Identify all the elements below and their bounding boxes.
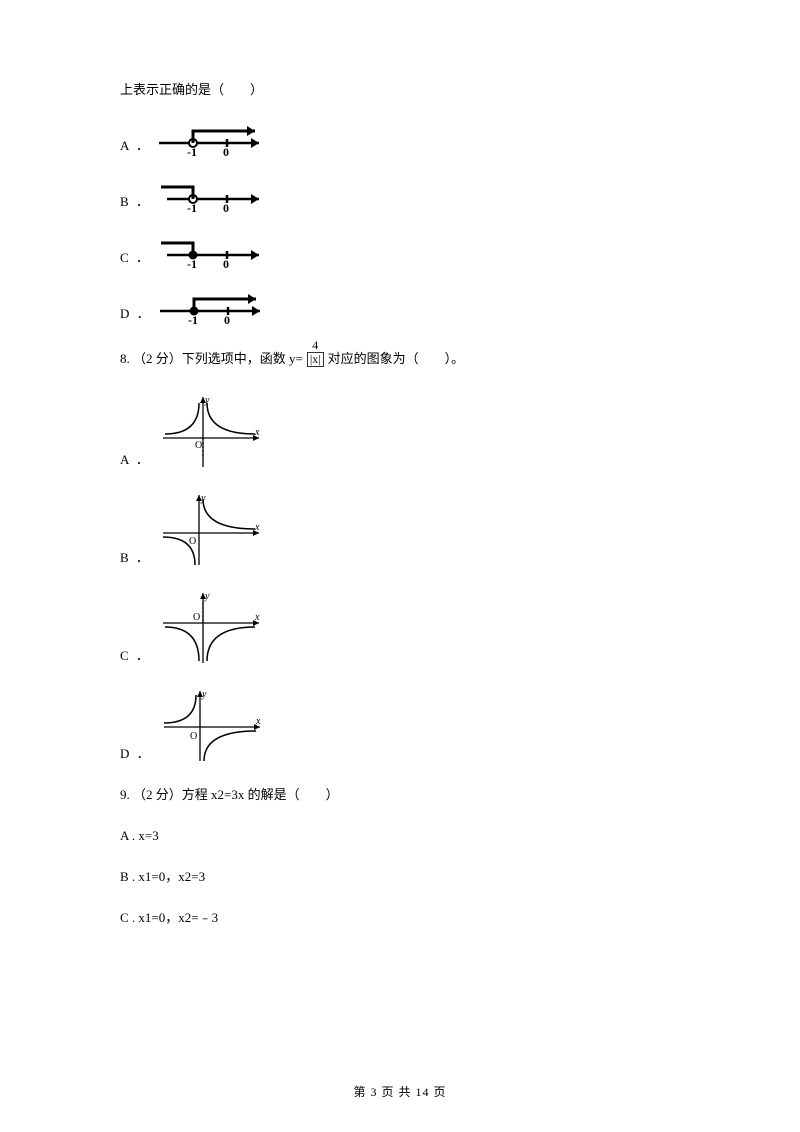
graph-icon: O y x <box>159 589 264 667</box>
svg-text:0: 0 <box>223 257 229 269</box>
q8-option-D[interactable]: D ． O y x <box>120 687 680 765</box>
q7-stem: 上表示正确的是（ ） <box>120 80 680 101</box>
svg-text:0: 0 <box>223 145 229 157</box>
q8-option-B[interactable]: B ． O y x <box>120 491 680 569</box>
svg-text:0: 0 <box>224 313 230 325</box>
svg-text:O: O <box>189 536 196 547</box>
q9-B-text: B . x1=0，x2=3 <box>120 867 205 888</box>
numberline-icon: -1 0 <box>160 289 270 325</box>
svg-text:O: O <box>195 440 202 451</box>
svg-text:x: x <box>254 522 260 533</box>
q8-A-label: A ． <box>120 450 151 471</box>
q7-option-A[interactable]: A ． -1 0 <box>120 121 680 157</box>
svg-text:O: O <box>190 731 197 742</box>
numberline-icon: -1 0 <box>159 233 269 269</box>
graph-icon: O y x <box>159 491 264 569</box>
svg-text:y: y <box>204 591 210 602</box>
q9-stem: 9. （2 分）方程 x2=3x 的解是（ ） <box>120 785 680 806</box>
svg-text:x: x <box>254 612 260 623</box>
q8-option-C[interactable]: C ． O y x <box>120 589 680 667</box>
q7-D-label: D ． <box>120 304 152 325</box>
page-footer: 第 3 页 共 14 页 <box>0 1083 800 1102</box>
numberline-icon: -1 0 <box>159 121 269 157</box>
q7-option-B[interactable]: B ． -1 0 <box>120 177 680 213</box>
q8-option-A[interactable]: A ． O y x <box>120 393 680 471</box>
graph-icon: O y x <box>159 393 264 471</box>
q8-C-label: C ． <box>120 646 151 667</box>
q7-option-D[interactable]: D ． -1 0 <box>120 289 680 325</box>
q7-A-label: A ． <box>120 136 151 157</box>
q8-suffix: 对应的图象为（ ）。 <box>328 349 465 370</box>
q7-B-label: B ． <box>120 192 151 213</box>
fraction-icon: 4 |x| <box>307 339 324 367</box>
q9-option-C[interactable]: C . x1=0，x2=﹣3 <box>120 908 680 929</box>
q8-D-label: D ． <box>120 744 152 765</box>
q8-prefix: 8. （2 分）下列选项中，函数 y= <box>120 349 303 370</box>
svg-text:0: 0 <box>223 201 229 213</box>
svg-text:O: O <box>193 612 200 623</box>
q7-option-C[interactable]: C ． -1 0 <box>120 233 680 269</box>
svg-text:x: x <box>254 427 260 438</box>
q9-stem-text: 9. （2 分）方程 x2=3x 的解是（ ） <box>120 785 339 806</box>
graph-icon: O y x <box>160 687 265 765</box>
q9-A-text: A . x=3 <box>120 826 159 847</box>
q7-C-label: C ． <box>120 248 151 269</box>
numberline-icon: -1 0 <box>159 177 269 213</box>
q9-option-A[interactable]: A . x=3 <box>120 826 680 847</box>
q9-C-text: C . x1=0，x2=﹣3 <box>120 908 218 929</box>
q8-stem: 8. （2 分）下列选项中，函数 y= 4 |x| 对应的图象为（ ）。 <box>120 345 680 373</box>
svg-text:y: y <box>201 689 207 700</box>
svg-text:x: x <box>255 716 261 727</box>
q8-B-label: B ． <box>120 548 151 569</box>
q9-option-B[interactable]: B . x1=0，x2=3 <box>120 867 680 888</box>
q7-stem-text: 上表示正确的是（ ） <box>120 80 263 101</box>
footer-text: 第 3 页 共 14 页 <box>353 1085 446 1099</box>
